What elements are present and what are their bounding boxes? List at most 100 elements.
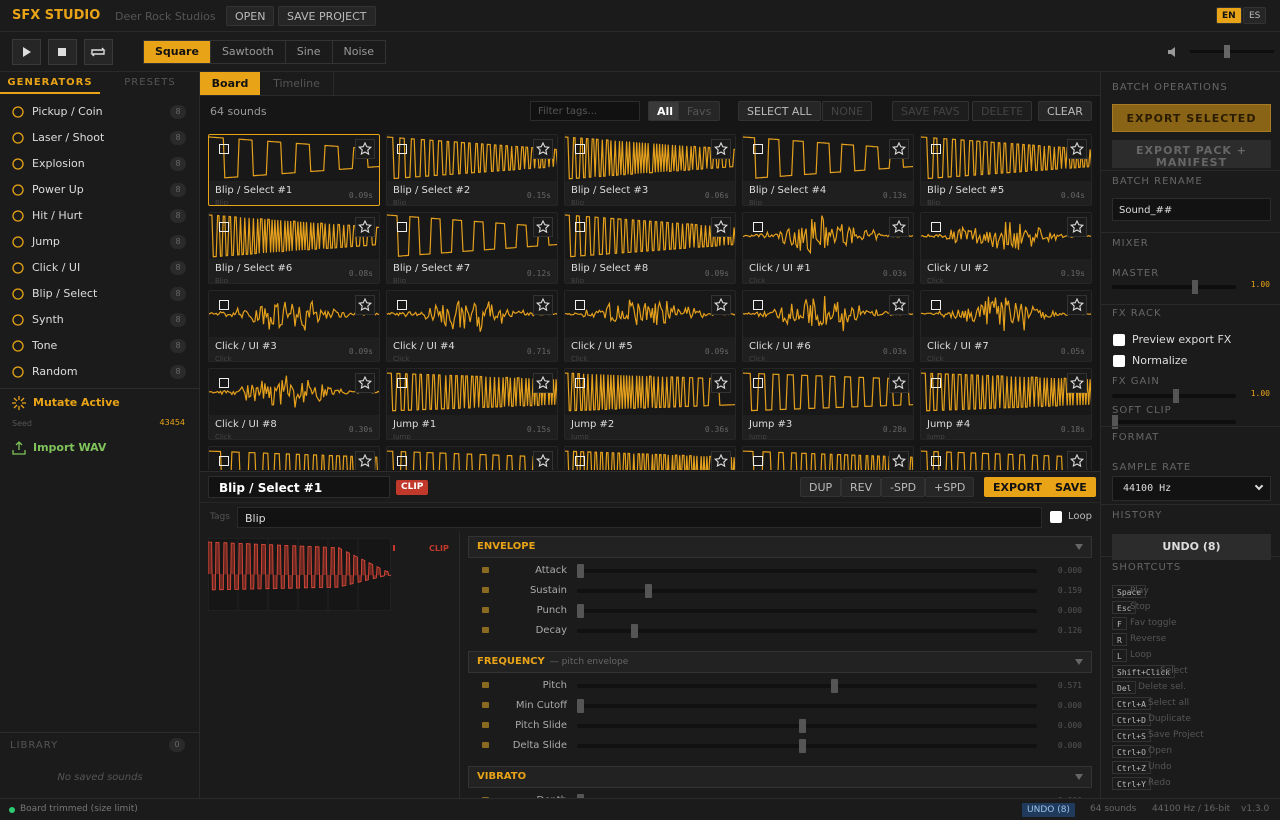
param-knob[interactable] bbox=[830, 679, 838, 693]
favorite-button[interactable] bbox=[1067, 451, 1087, 470]
slider[interactable] bbox=[1112, 389, 1236, 403]
sound-card[interactable]: Jump #4 0.18s Jump bbox=[920, 368, 1092, 440]
sound-card[interactable] bbox=[208, 446, 380, 470]
generator[interactable]: Click / UI 8 bbox=[0, 255, 200, 281]
lock[interactable] bbox=[482, 702, 489, 708]
card-checkbox[interactable] bbox=[931, 378, 941, 388]
section-header[interactable]: FREQUENCY — pitch envelope bbox=[468, 651, 1092, 673]
card-checkbox[interactable] bbox=[219, 144, 229, 154]
lock[interactable] bbox=[482, 567, 489, 573]
param-slider[interactable] bbox=[577, 699, 1037, 713]
card-checkbox[interactable] bbox=[397, 300, 407, 310]
lock[interactable] bbox=[482, 607, 489, 613]
favorite-button[interactable] bbox=[533, 217, 553, 237]
card-checkbox[interactable] bbox=[753, 144, 763, 154]
card-checkbox[interactable] bbox=[753, 300, 763, 310]
sound-card[interactable]: Blip / Select #7 0.12s Blip bbox=[386, 212, 558, 284]
lock[interactable] bbox=[482, 587, 489, 593]
favorite-button[interactable] bbox=[533, 373, 553, 393]
sound-card[interactable]: Blip / Select #6 0.08s Blip bbox=[208, 212, 380, 284]
lang-en[interactable]: EN bbox=[1216, 7, 1242, 24]
sound-card[interactable] bbox=[386, 446, 558, 470]
generator[interactable]: Synth 8 bbox=[0, 307, 200, 333]
favorite-button[interactable] bbox=[533, 139, 553, 159]
card-checkbox[interactable] bbox=[219, 456, 229, 466]
lock[interactable] bbox=[482, 742, 489, 748]
generator[interactable]: Random 8 bbox=[0, 359, 200, 385]
card-checkbox[interactable] bbox=[753, 456, 763, 466]
tags-input[interactable]: Blip bbox=[237, 507, 1042, 528]
card-checkbox[interactable] bbox=[575, 222, 585, 232]
favorite-button[interactable] bbox=[711, 373, 731, 393]
favorite-button[interactable] bbox=[1067, 295, 1087, 315]
slider-knob[interactable] bbox=[1192, 280, 1198, 294]
lang-es[interactable]: ES bbox=[1243, 7, 1267, 24]
card-checkbox[interactable] bbox=[931, 222, 941, 232]
card-checkbox[interactable] bbox=[931, 300, 941, 310]
favorite-button[interactable] bbox=[533, 295, 553, 315]
waveform-option[interactable]: Square bbox=[144, 41, 210, 63]
sample-rate-select[interactable]: 44100 Hz bbox=[1112, 476, 1271, 501]
waveform-option[interactable]: Sine bbox=[284, 41, 332, 63]
generator[interactable]: Power Up 8 bbox=[0, 177, 200, 203]
sound-card[interactable]: Blip / Select #2 0.15s Blip bbox=[386, 134, 558, 206]
favorite-button[interactable] bbox=[889, 139, 909, 159]
favorite-button[interactable] bbox=[711, 451, 731, 470]
card-checkbox[interactable] bbox=[397, 144, 407, 154]
mutate-button[interactable]: Mutate Active bbox=[33, 396, 120, 409]
save-project-button[interactable]: SAVE PROJECT bbox=[278, 6, 376, 26]
generator[interactable]: Laser / Shoot 8 bbox=[0, 125, 200, 151]
favorite-button[interactable] bbox=[711, 139, 731, 159]
favorite-button[interactable] bbox=[355, 217, 375, 237]
sound-card[interactable]: Jump #1 0.15s Jump bbox=[386, 368, 558, 440]
export-pack[interactable]: EXPORT PACK + MANIFEST bbox=[1112, 140, 1271, 168]
save[interactable]: SAVE bbox=[1046, 477, 1096, 497]
select-all[interactable]: SELECT ALL bbox=[738, 101, 821, 121]
slider-knob[interactable] bbox=[1173, 389, 1179, 403]
loop-checkbox[interactable] bbox=[1050, 511, 1062, 523]
favorite-button[interactable] bbox=[889, 373, 909, 393]
param-slider[interactable] bbox=[577, 584, 1037, 598]
sound-card[interactable] bbox=[742, 446, 914, 470]
param-knob[interactable] bbox=[631, 624, 639, 638]
section-header[interactable]: ENVELOPE bbox=[468, 536, 1092, 558]
favorite-button[interactable] bbox=[1067, 373, 1087, 393]
favorite-button[interactable] bbox=[889, 217, 909, 237]
waveform-option[interactable]: Noise bbox=[331, 41, 386, 63]
sound-card[interactable]: Click / UI #3 0.09s Click bbox=[208, 290, 380, 362]
favorite-button[interactable] bbox=[355, 295, 375, 315]
favorite-button[interactable] bbox=[355, 139, 375, 159]
generator[interactable]: Explosion 8 bbox=[0, 151, 200, 177]
favorite-button[interactable] bbox=[1067, 139, 1087, 159]
tab-timeline[interactable]: Timeline bbox=[260, 72, 334, 95]
lock[interactable] bbox=[482, 722, 489, 728]
card-checkbox[interactable] bbox=[575, 144, 585, 154]
param-slider[interactable] bbox=[577, 679, 1037, 693]
favorite-button[interactable] bbox=[711, 295, 731, 315]
param-knob[interactable] bbox=[577, 564, 584, 578]
sound-card[interactable]: Jump #2 0.36s Jump bbox=[564, 368, 736, 440]
param-slider[interactable] bbox=[577, 604, 1037, 618]
export-selected[interactable]: EXPORT SELECTED bbox=[1112, 104, 1271, 132]
favorite-button[interactable] bbox=[533, 451, 553, 470]
sound-card[interactable]: Blip / Select #3 0.06s Blip bbox=[564, 134, 736, 206]
param-slider[interactable] bbox=[577, 624, 1037, 638]
card-checkbox[interactable] bbox=[931, 144, 941, 154]
rename-input[interactable]: Sound_## bbox=[1112, 198, 1271, 221]
card-checkbox[interactable] bbox=[575, 300, 585, 310]
generator[interactable]: Jump 8 bbox=[0, 229, 200, 255]
card-checkbox[interactable] bbox=[219, 222, 229, 232]
section-header[interactable]: VIBRATO bbox=[468, 766, 1092, 788]
param-knob[interactable] bbox=[798, 719, 806, 733]
param-slider[interactable] bbox=[577, 719, 1037, 733]
play-button[interactable] bbox=[12, 39, 41, 65]
lock[interactable] bbox=[482, 627, 489, 633]
sound-card[interactable]: Click / UI #7 0.05s Click bbox=[920, 290, 1092, 362]
import-button[interactable]: Import WAV bbox=[33, 441, 107, 454]
slider-knob[interactable] bbox=[1112, 415, 1118, 429]
dup[interactable]: DUP bbox=[800, 477, 842, 497]
volume-knob[interactable] bbox=[1224, 45, 1230, 58]
lock[interactable] bbox=[482, 682, 489, 688]
param-knob[interactable] bbox=[577, 794, 584, 798]
generator[interactable]: Pickup / Coin 8 bbox=[0, 99, 200, 125]
